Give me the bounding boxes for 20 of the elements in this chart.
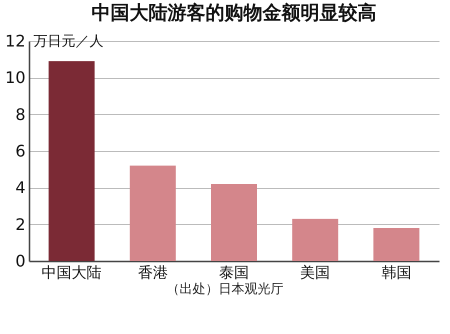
bar — [373, 228, 420, 261]
bar — [130, 166, 176, 261]
chart-title: 中国大陆游客的购物金额明显较高 — [92, 2, 376, 24]
y-tick-label: 2 — [15, 214, 26, 234]
bar — [211, 184, 257, 261]
x-tick-label: 美国 — [300, 264, 330, 282]
y-tick-label: 0 — [15, 252, 26, 270]
bar — [48, 61, 95, 261]
y-tick-label: 6 — [15, 142, 26, 160]
x-tick-label: 中国大陆 — [42, 264, 102, 282]
y-tick-label: 12 — [5, 32, 26, 50]
x-tick-label: 香港 — [138, 264, 168, 282]
y-axis-title: 万日元／人 — [34, 34, 104, 50]
x-tick-label: 泰国 — [219, 264, 249, 282]
y-tick-label: 4 — [15, 178, 26, 198]
y-tick-label: 10 — [5, 68, 26, 88]
y-tick-label: 8 — [15, 104, 26, 124]
x-tick-label: 韩国 — [381, 264, 412, 282]
text: （出处）日本观光厅 — [166, 281, 284, 298]
bar — [292, 218, 338, 261]
